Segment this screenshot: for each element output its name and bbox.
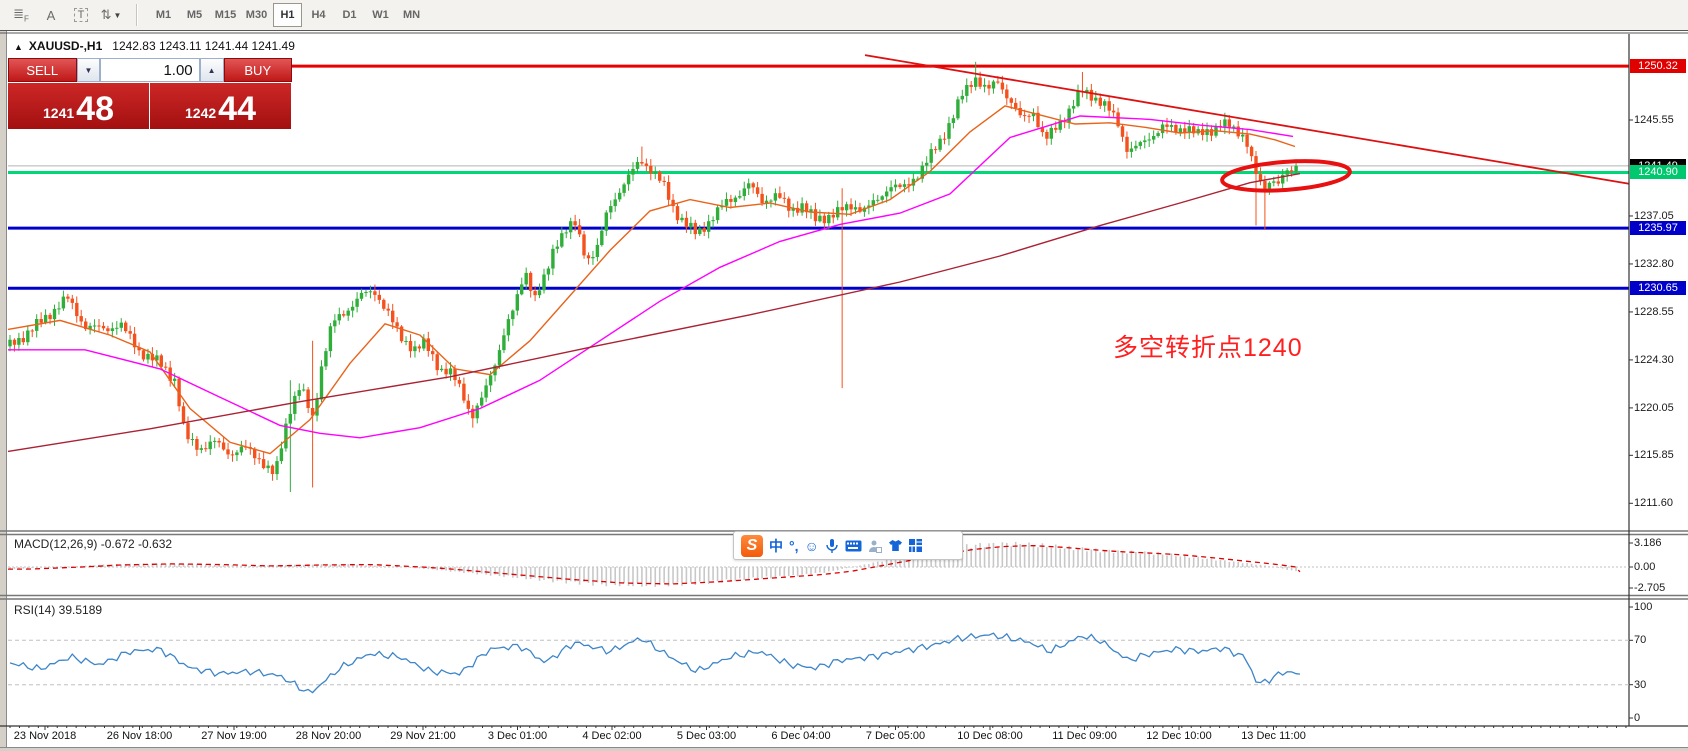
time-axis-label: 13 Dec 11:00 bbox=[1241, 730, 1306, 742]
time-axis-label: 29 Nov 21:00 bbox=[390, 730, 456, 742]
price-tick-label: 1232.80 bbox=[1634, 257, 1674, 270]
price-tick-label: 1237.05 bbox=[1634, 209, 1674, 222]
skin-icon[interactable] bbox=[888, 539, 903, 552]
chart-window: ▲ XAUUSD-,H1 1242.83 1243.11 1241.44 1241.… bbox=[0, 30, 1688, 751]
timeframe-button-m30[interactable]: M30 bbox=[245, 9, 268, 21]
time-axis-label: 7 Dec 05:00 bbox=[865, 730, 926, 742]
chart-note-annotation: 多空转折点1240 bbox=[1113, 334, 1303, 362]
toolbar-separator bbox=[136, 4, 138, 26]
object-arrange-icon[interactable]: ⇅ ▼ bbox=[100, 7, 122, 22]
dropdown-caret-icon: ▼ bbox=[113, 10, 122, 20]
price-tick-label: 1211.60 bbox=[1634, 497, 1673, 510]
sell-price-major: 1241 bbox=[43, 105, 75, 121]
price-badge-1230.65: 1230.65 bbox=[1630, 281, 1686, 296]
indicators-f-icon[interactable]: ≣F bbox=[13, 6, 29, 24]
keyboard-icon[interactable] bbox=[845, 540, 862, 552]
price-badge-1240.90: 1240.90 bbox=[1630, 165, 1686, 180]
sell-price-minor: 48 bbox=[76, 90, 114, 128]
timeframe-button-h4[interactable]: H4 bbox=[311, 9, 326, 21]
time-axis-label: 11 Dec 09:00 bbox=[1052, 730, 1117, 742]
ime-toolbar: S 中 °, ☺ bbox=[733, 531, 963, 560]
buy-price-major: 1242 bbox=[185, 105, 217, 121]
macd-axis-label: 0.00 bbox=[1634, 561, 1656, 573]
price-tick-label: 1215.85 bbox=[1634, 449, 1674, 462]
timeframe-button-m5[interactable]: M5 bbox=[186, 9, 203, 21]
price-badge-1250.32: 1250.32 bbox=[1630, 59, 1686, 74]
timeframe-button-d1[interactable]: D1 bbox=[342, 9, 357, 21]
chinese-mode-icon[interactable]: 中 bbox=[769, 537, 783, 554]
timeframe-button-m15[interactable]: M15 bbox=[214, 9, 237, 21]
macd-label: MACD(12,26,9) -0.672 -0.632 bbox=[14, 537, 173, 551]
time-axis-label: 26 Nov 18:00 bbox=[106, 730, 173, 742]
volume-decrease-button[interactable]: ▼ bbox=[76, 58, 101, 82]
top-toolbar: ≣F A T ⇅ ▼ M1 M5 M15 M30 H1 H4 D1 W1 MN bbox=[0, 0, 1688, 31]
macd-axis-label: -2.705 bbox=[1634, 582, 1666, 594]
chart-symbol-header: ▲ XAUUSD-,H1 1242.83 1243.11 1241.44 1241.… bbox=[14, 39, 295, 53]
price-tick-label: 1220.05 bbox=[1634, 401, 1674, 414]
text-box-t-icon[interactable]: T bbox=[68, 3, 94, 27]
timeframe-button-h1[interactable]: H1 bbox=[273, 3, 302, 27]
text-label-a-icon[interactable]: A bbox=[46, 7, 56, 23]
buy-button[interactable]: BUY bbox=[223, 58, 293, 82]
drawing-tools-group: ≣F A T ⇅ ▼ bbox=[0, 0, 132, 30]
volume-input[interactable] bbox=[101, 60, 199, 80]
timeframe-button-m1[interactable]: M1 bbox=[155, 9, 172, 21]
one-click-trade-panel: SELL ▼ ▲ BUY 1241 48 1242 44 bbox=[8, 58, 293, 129]
time-axis-label: 3 Dec 01:00 bbox=[487, 730, 548, 742]
macd-axis-label: 3.186 bbox=[1634, 537, 1662, 549]
time-axis-label: 27 Nov 19:00 bbox=[201, 730, 267, 742]
window-left-border bbox=[0, 31, 7, 751]
rsi-axis-label: 100 bbox=[1634, 601, 1653, 613]
price-badge-1235.97: 1235.97 bbox=[1630, 221, 1686, 236]
time-axis-label: 4 Dec 02:00 bbox=[582, 730, 642, 742]
symbol-label: XAUUSD-,H1 bbox=[28, 39, 103, 53]
toolbox-icon[interactable] bbox=[868, 539, 882, 553]
time-axis-label: 12 Dec 10:00 bbox=[1146, 730, 1212, 742]
rsi-axis-label: 0 bbox=[1634, 712, 1641, 724]
sell-button[interactable]: SELL bbox=[8, 58, 77, 82]
price-tick-label: 1228.55 bbox=[1634, 305, 1674, 318]
time-axis-label: 23 Nov 2018 bbox=[13, 730, 77, 742]
ohlc-values: 1242.83 1243.11 1241.44 1241.49 bbox=[112, 39, 295, 53]
microphone-icon[interactable] bbox=[825, 538, 839, 554]
price-tick-label: 1245.55 bbox=[1634, 114, 1674, 126]
volume-field-wrap bbox=[100, 58, 200, 82]
sell-price-display[interactable]: 1241 48 bbox=[8, 83, 149, 129]
sogou-logo-icon[interactable]: S bbox=[741, 534, 763, 557]
timeframe-button-w1[interactable]: W1 bbox=[372, 9, 389, 21]
timeframe-button-mn[interactable]: MN bbox=[402, 9, 421, 21]
menu-grid-icon[interactable] bbox=[908, 539, 922, 552]
punctuation-icon[interactable]: °, bbox=[789, 537, 799, 554]
timeframe-group: M1 M5 M15 M30 H1 H4 D1 W1 MN bbox=[142, 0, 433, 30]
time-axis-label: 28 Nov 20:00 bbox=[295, 730, 362, 742]
price-tick-label: 1224.30 bbox=[1634, 353, 1674, 366]
time-axis-label: 5 Dec 03:00 bbox=[676, 730, 737, 742]
collapse-arrow-icon[interactable]: ▲ bbox=[14, 42, 23, 52]
emoji-icon[interactable]: ☺ bbox=[804, 537, 819, 554]
time-axis-label: 10 Dec 08:00 bbox=[957, 730, 1023, 742]
volume-increase-button[interactable]: ▲ bbox=[199, 58, 224, 82]
price-chart[interactable] bbox=[0, 31, 1688, 751]
rsi-label: RSI(14) 39.5189 bbox=[14, 603, 103, 617]
rsi-axis-label: 70 bbox=[1634, 634, 1647, 647]
buy-price-display[interactable]: 1242 44 bbox=[150, 83, 291, 129]
buy-price-minor: 44 bbox=[218, 90, 256, 128]
window-bottom-border bbox=[0, 747, 1688, 751]
time-axis-label: 6 Dec 04:00 bbox=[771, 730, 831, 742]
rsi-axis-label: 30 bbox=[1634, 678, 1647, 691]
